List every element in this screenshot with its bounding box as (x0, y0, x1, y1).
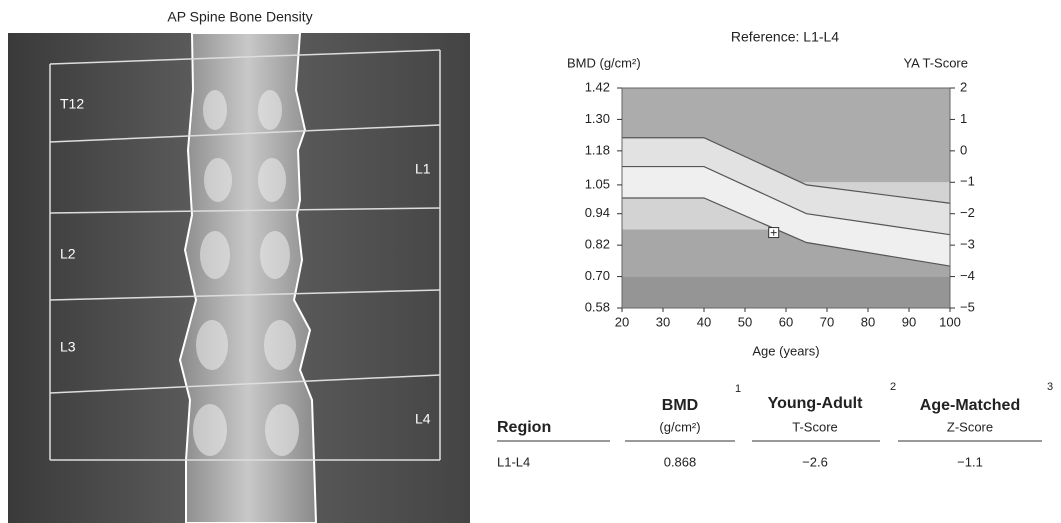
y-axis-label: BMD (g/cm²) (567, 55, 641, 70)
header-cell: BMD (662, 397, 698, 414)
reference-band (622, 137, 950, 235)
y-tick-label: 1.18 (585, 142, 610, 157)
zone (622, 276, 950, 308)
y-tick-label: 0.82 (585, 237, 610, 252)
y-tick-label: 0.58 (585, 299, 610, 314)
y2-tick-label: −2 (960, 205, 975, 220)
spine-image: T12 L1 L2 L3 L4 (8, 32, 470, 523)
vertebra-label: L1 (415, 161, 431, 177)
y2-tick-label: −3 (960, 237, 975, 252)
x-tick-label: 60 (779, 314, 793, 329)
cell: −2.6 (802, 454, 828, 469)
reference-curve (622, 137, 951, 204)
x-tick-label: 100 (939, 314, 961, 329)
header-cell: Young-Adult (768, 395, 863, 412)
cell: L1-L4 (497, 454, 530, 469)
y-tick-label: 0.94 (585, 205, 610, 220)
reference-curve (622, 165, 951, 236)
y-tick-label: 1.42 (585, 79, 610, 94)
chart-title: Reference: L1-L4 (731, 29, 839, 45)
y2-tick-label: −5 (960, 299, 975, 314)
x-tick-label: 30 (656, 314, 670, 329)
y2-tick-label: 2 (960, 79, 967, 94)
patient-cross (770, 229, 777, 236)
y-tick-label: 1.30 (585, 111, 610, 126)
header-unit: T-Score (792, 419, 838, 434)
y2-tick-label: 0 (960, 142, 967, 157)
y2-tick-label: −1 (960, 174, 975, 189)
y-tick-label: 1.05 (585, 176, 610, 191)
reference-curve (622, 197, 951, 267)
vertebra-label: T12 (60, 96, 84, 112)
y2-axis-label: YA T-Score (903, 55, 968, 70)
footnote-mark: 2 (890, 381, 896, 393)
chart: Reference: L1-L4 BMD (g/cm²) YA T-Score … (567, 29, 975, 359)
x-tick-label: 80 (861, 314, 875, 329)
x-tick-label: 50 (738, 314, 752, 329)
header-unit: Z-Score (947, 419, 993, 434)
header-cell: Region (497, 419, 551, 436)
x-axis-label: Age (years) (752, 343, 819, 358)
vertebra-label: L2 (60, 246, 76, 262)
header-cell: Age-Matched (920, 397, 1020, 414)
header-unit: (g/cm²) (659, 419, 700, 434)
cell: 0.868 (664, 454, 697, 469)
reference-band (622, 166, 950, 267)
x-tick-label: 70 (820, 314, 834, 329)
image-title: AP Spine Bone Density (167, 9, 312, 25)
y2-tick-label: −4 (960, 268, 975, 283)
x-tick-label: 20 (615, 314, 629, 329)
footnote-mark: 1 (735, 383, 741, 395)
x-tick-label: 90 (902, 314, 916, 329)
results-table: Region BMD 1 (g/cm²) Young-Adult 2 T-Sco… (497, 381, 1053, 469)
footnote-mark: 3 (1047, 381, 1053, 393)
cell: −1.1 (957, 454, 983, 469)
vertebra-label: L3 (60, 339, 76, 355)
x-tick-label: 40 (697, 314, 711, 329)
vertebra-label: L4 (415, 411, 431, 427)
y2-tick-label: 1 (960, 111, 967, 126)
y-tick-label: 0.70 (585, 268, 610, 283)
